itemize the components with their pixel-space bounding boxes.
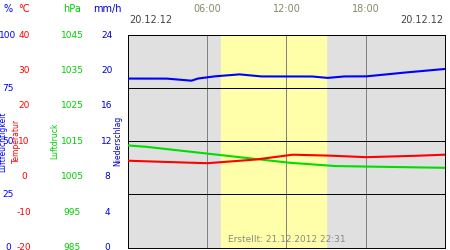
Text: 1005: 1005 [60, 172, 84, 181]
Text: 24: 24 [101, 30, 112, 40]
Text: 1015: 1015 [60, 137, 84, 146]
Text: 1035: 1035 [60, 66, 84, 75]
Text: 06:00: 06:00 [194, 4, 221, 14]
Text: 12:00: 12:00 [273, 4, 300, 14]
Text: 1025: 1025 [61, 101, 83, 110]
Text: 18:00: 18:00 [351, 4, 379, 14]
Text: 40: 40 [18, 30, 30, 40]
Text: 25: 25 [2, 190, 13, 199]
Text: 0: 0 [21, 172, 27, 181]
Text: Erstellt: 21.12.2012 22:31: Erstellt: 21.12.2012 22:31 [228, 235, 345, 244]
Text: 12: 12 [101, 137, 112, 146]
Text: %: % [4, 4, 13, 14]
Text: 50: 50 [2, 137, 14, 146]
Text: mm/h: mm/h [93, 4, 121, 14]
Text: 985: 985 [63, 243, 81, 250]
Text: 16: 16 [101, 101, 113, 110]
Text: 0: 0 [104, 243, 110, 250]
Text: -20: -20 [17, 243, 32, 250]
Text: Luftdruck: Luftdruck [50, 123, 59, 160]
Bar [220, 35, 326, 248]
Text: 1045: 1045 [61, 30, 83, 40]
Text: 75: 75 [2, 84, 14, 92]
Text: 20: 20 [101, 66, 112, 75]
Text: 8: 8 [104, 172, 110, 181]
Text: 20: 20 [18, 101, 30, 110]
Text: 0: 0 [5, 243, 11, 250]
Text: 20.12.12: 20.12.12 [400, 15, 444, 25]
Text: 30: 30 [18, 66, 30, 75]
Text: Temperatur: Temperatur [12, 119, 21, 163]
Text: hPa: hPa [63, 4, 81, 14]
Text: 4: 4 [104, 208, 110, 216]
Text: 100: 100 [0, 30, 17, 40]
Text: Luftfeuchtigkeit: Luftfeuchtigkeit [0, 111, 8, 172]
Text: -10: -10 [17, 208, 32, 216]
Text: °C: °C [18, 4, 30, 14]
Text: Niederschlag: Niederschlag [113, 116, 122, 166]
Text: 20.12.12: 20.12.12 [129, 15, 172, 25]
Text: 10: 10 [18, 137, 30, 146]
Text: 995: 995 [63, 208, 81, 216]
